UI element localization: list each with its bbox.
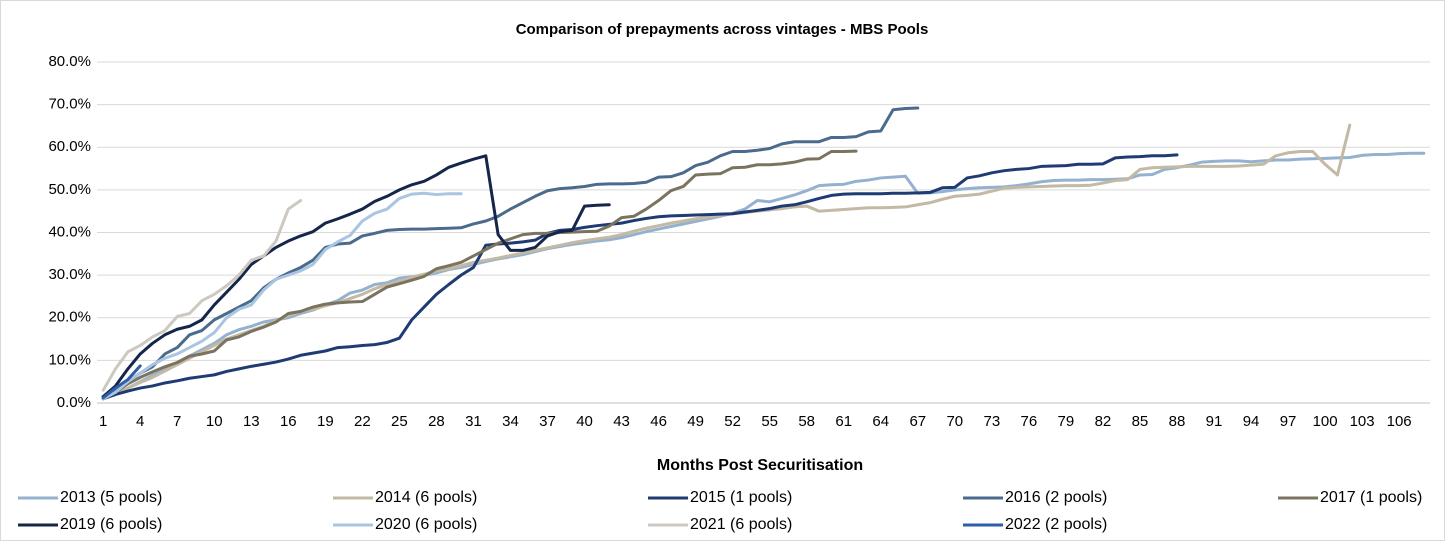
x-tick-label: 103 <box>1350 413 1375 430</box>
series-line <box>101 149 858 401</box>
series-line <box>101 106 920 399</box>
x-tick-label: 28 <box>428 413 445 430</box>
x-tick-label: 31 <box>465 413 482 430</box>
x-tick-label: 25 <box>391 413 408 430</box>
series-line <box>101 154 611 399</box>
x-tick-label: 46 <box>650 413 667 430</box>
x-tick-label: 49 <box>687 413 704 430</box>
legend-label: 2021 (6 pools) <box>690 516 792 533</box>
x-tick-label: 70 <box>946 413 963 430</box>
x-tick-label: 64 <box>872 413 889 430</box>
y-tick-label: 60.0% <box>48 138 91 155</box>
chart-title: Comparison of prepayments across vintage… <box>516 21 929 38</box>
x-tick-label: 37 <box>539 413 556 430</box>
y-tick-label: 10.0% <box>48 351 91 368</box>
x-tick-label: 19 <box>317 413 334 430</box>
x-tick-label: 55 <box>761 413 778 430</box>
x-tick-label: 88 <box>1169 413 1186 430</box>
series-line <box>101 364 142 400</box>
x-tick-label: 4 <box>136 413 144 430</box>
x-tick-label: 73 <box>983 413 1000 430</box>
legend-label: 2016 (2 pools) <box>1005 489 1107 506</box>
x-tick-label: 58 <box>798 413 815 430</box>
legend-label: 2022 (2 pools) <box>1005 516 1107 533</box>
x-axis-title: Months Post Securitisation <box>657 457 863 474</box>
legend-label: 2014 (6 pools) <box>375 489 477 506</box>
x-tick-label: 52 <box>724 413 741 430</box>
y-tick-label: 50.0% <box>48 181 91 198</box>
x-tick-label: 91 <box>1206 413 1223 430</box>
x-tick-label: 13 <box>243 413 260 430</box>
x-tick-label: 10 <box>206 413 223 430</box>
legend-label: 2015 (1 pools) <box>690 489 792 506</box>
x-tick-label: 40 <box>576 413 593 430</box>
y-tick-label: 30.0% <box>48 266 91 283</box>
y-tick-label: 80.0% <box>48 53 91 70</box>
legend-label: 2020 (6 pools) <box>375 516 477 533</box>
x-tick-label: 82 <box>1095 413 1112 430</box>
x-tick-label: 16 <box>280 413 297 430</box>
legend-label: 2017 (1 pools) <box>1320 489 1422 506</box>
x-tick-label: 7 <box>173 413 181 430</box>
x-tick-label: 79 <box>1058 413 1075 430</box>
legend-label: 2013 (5 pools) <box>60 489 162 506</box>
x-tick-label: 1 <box>99 413 107 430</box>
y-tick-label: 40.0% <box>48 223 91 240</box>
x-tick-label: 43 <box>613 413 630 430</box>
x-tick-label: 106 <box>1387 413 1412 430</box>
x-tick-label: 67 <box>909 413 926 430</box>
x-tick-label: 94 <box>1243 413 1260 430</box>
series-line <box>101 191 463 401</box>
y-tick-label: 70.0% <box>48 96 91 113</box>
y-tick-label: 20.0% <box>48 309 91 326</box>
series-line <box>101 153 1179 401</box>
x-tick-label: 76 <box>1021 413 1038 430</box>
x-tick-label: 100 <box>1313 413 1338 430</box>
x-tick-label: 97 <box>1280 413 1297 430</box>
series-line <box>101 199 303 392</box>
x-tick-label: 85 <box>1132 413 1149 430</box>
legend-label: 2019 (6 pools) <box>60 516 162 533</box>
x-tick-label: 22 <box>354 413 371 430</box>
x-tick-label: 61 <box>835 413 852 430</box>
y-tick-label: 0.0% <box>57 394 91 411</box>
x-tick-label: 34 <box>502 413 519 430</box>
